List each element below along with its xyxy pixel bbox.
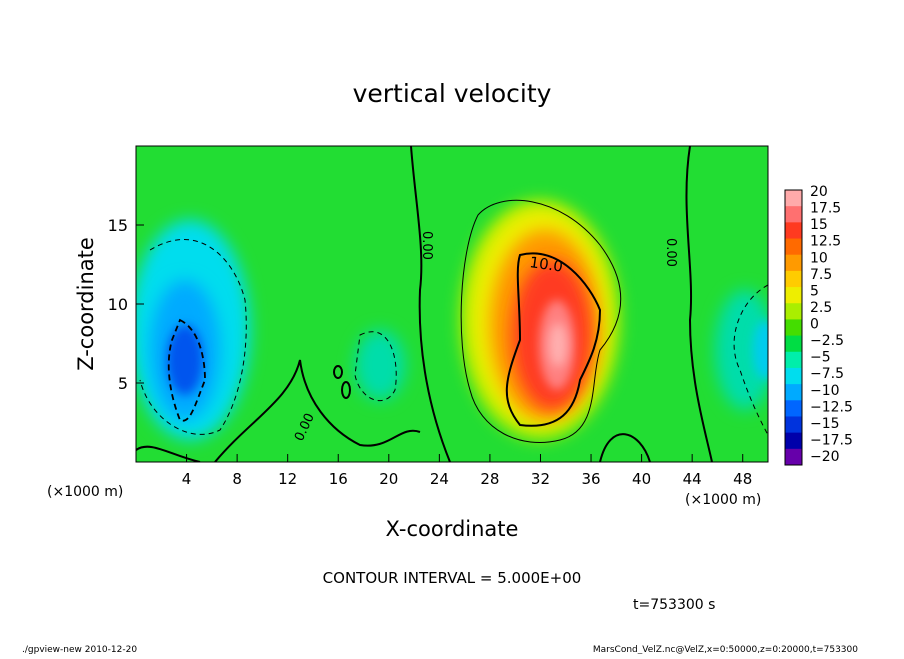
colorbar-swatch: [785, 416, 802, 434]
contour-interval-text: CONTOUR INTERVAL = 5.000E+00: [323, 569, 582, 587]
x-tick-label: 48: [733, 470, 752, 488]
colorbar-label: 7.5: [810, 267, 832, 283]
colorbar-swatch: [785, 432, 802, 450]
colorbar-swatch: [785, 448, 802, 466]
x-tick-label: 20: [379, 470, 398, 488]
y-axis: 5 10 15: [108, 216, 144, 393]
footer-left: ./gpview-new 2010-12-20: [22, 645, 137, 654]
x-axis: 4 8 12 16 20 24 28 32 36 40 44 48: [182, 454, 752, 488]
colorbar-label: −20: [810, 449, 840, 465]
x-axis-label: X-coordinate: [386, 517, 519, 541]
contour-label: 0.00: [419, 231, 434, 260]
colorbar-frame: [784, 189, 803, 466]
colorbar-swatch: [785, 190, 802, 207]
x-tick-label: 24: [430, 470, 449, 488]
x-tick-label: 16: [329, 470, 348, 488]
colorbar-label: 0: [810, 317, 819, 333]
colorbar-label: 12.5: [810, 234, 841, 250]
colorbar-swatch: [785, 303, 802, 320]
colorbar-swatch: [785, 400, 802, 417]
colorbar-swatch: [785, 270, 802, 288]
colorbar-label: 17.5: [810, 201, 841, 217]
colorbar-label: −10: [810, 383, 840, 399]
colorbar-label: −2.5: [810, 333, 844, 349]
y-tick-label: 10: [108, 295, 128, 314]
colorbar-swatch: [785, 287, 802, 304]
x-unit-right: (×1000 m): [685, 492, 761, 508]
colorbar-swatch: [785, 351, 802, 369]
x-tick-label: 40: [632, 470, 651, 488]
colorbar-label: 15: [810, 217, 828, 233]
y-tick-label: 15: [108, 216, 128, 235]
x-tick-label: 12: [278, 470, 297, 488]
colorbar-swatch: [785, 206, 802, 223]
colorbar-swatch: [785, 254, 802, 272]
x-tick-label: 8: [232, 470, 242, 488]
x-tick-label: 4: [182, 470, 192, 488]
y-tick-label: 5: [118, 374, 128, 393]
colorbar-label: −12.5: [810, 399, 853, 415]
colorbar-swatch: [785, 238, 802, 256]
y-axis-label: Z-coordinate: [74, 237, 98, 371]
colorbar-swatch: [785, 319, 802, 337]
colorbar-swatch: [785, 335, 802, 353]
chart-title: vertical velocity: [353, 79, 552, 108]
colorbar-swatch: [785, 222, 802, 240]
footer-right: MarsCond_VelZ.nc@VelZ,x=0:50000,z=0:2000…: [593, 645, 858, 654]
x-tick-label: 36: [581, 470, 600, 488]
colorbar-label: −17.5: [810, 432, 853, 448]
contour-label: 10.0: [528, 253, 564, 275]
x-tick-label: 28: [480, 470, 499, 488]
colorbar-label: −15: [810, 416, 840, 432]
colorbar-swatch: [785, 384, 802, 401]
heatmap-field: [136, 146, 768, 462]
colorbar-label: −7.5: [810, 366, 844, 382]
contour-label: 0.00: [663, 238, 678, 267]
colorbar: 2017.51512.5107.552.50−2.5−5−7.5−10−12.5…: [784, 184, 853, 466]
colorbar-label: 2.5: [810, 300, 832, 316]
colorbar-label: 10: [810, 250, 828, 266]
colorbar-label: 5: [810, 283, 819, 299]
x-unit-left: (×1000 m): [47, 484, 123, 500]
colorbar-label: 20: [810, 184, 828, 200]
colorbar-swatch: [785, 367, 802, 385]
colorbar-label: −5: [810, 350, 831, 366]
time-label: t=753300 s: [633, 597, 715, 613]
x-tick-label: 44: [683, 470, 702, 488]
x-tick-label: 32: [531, 470, 550, 488]
